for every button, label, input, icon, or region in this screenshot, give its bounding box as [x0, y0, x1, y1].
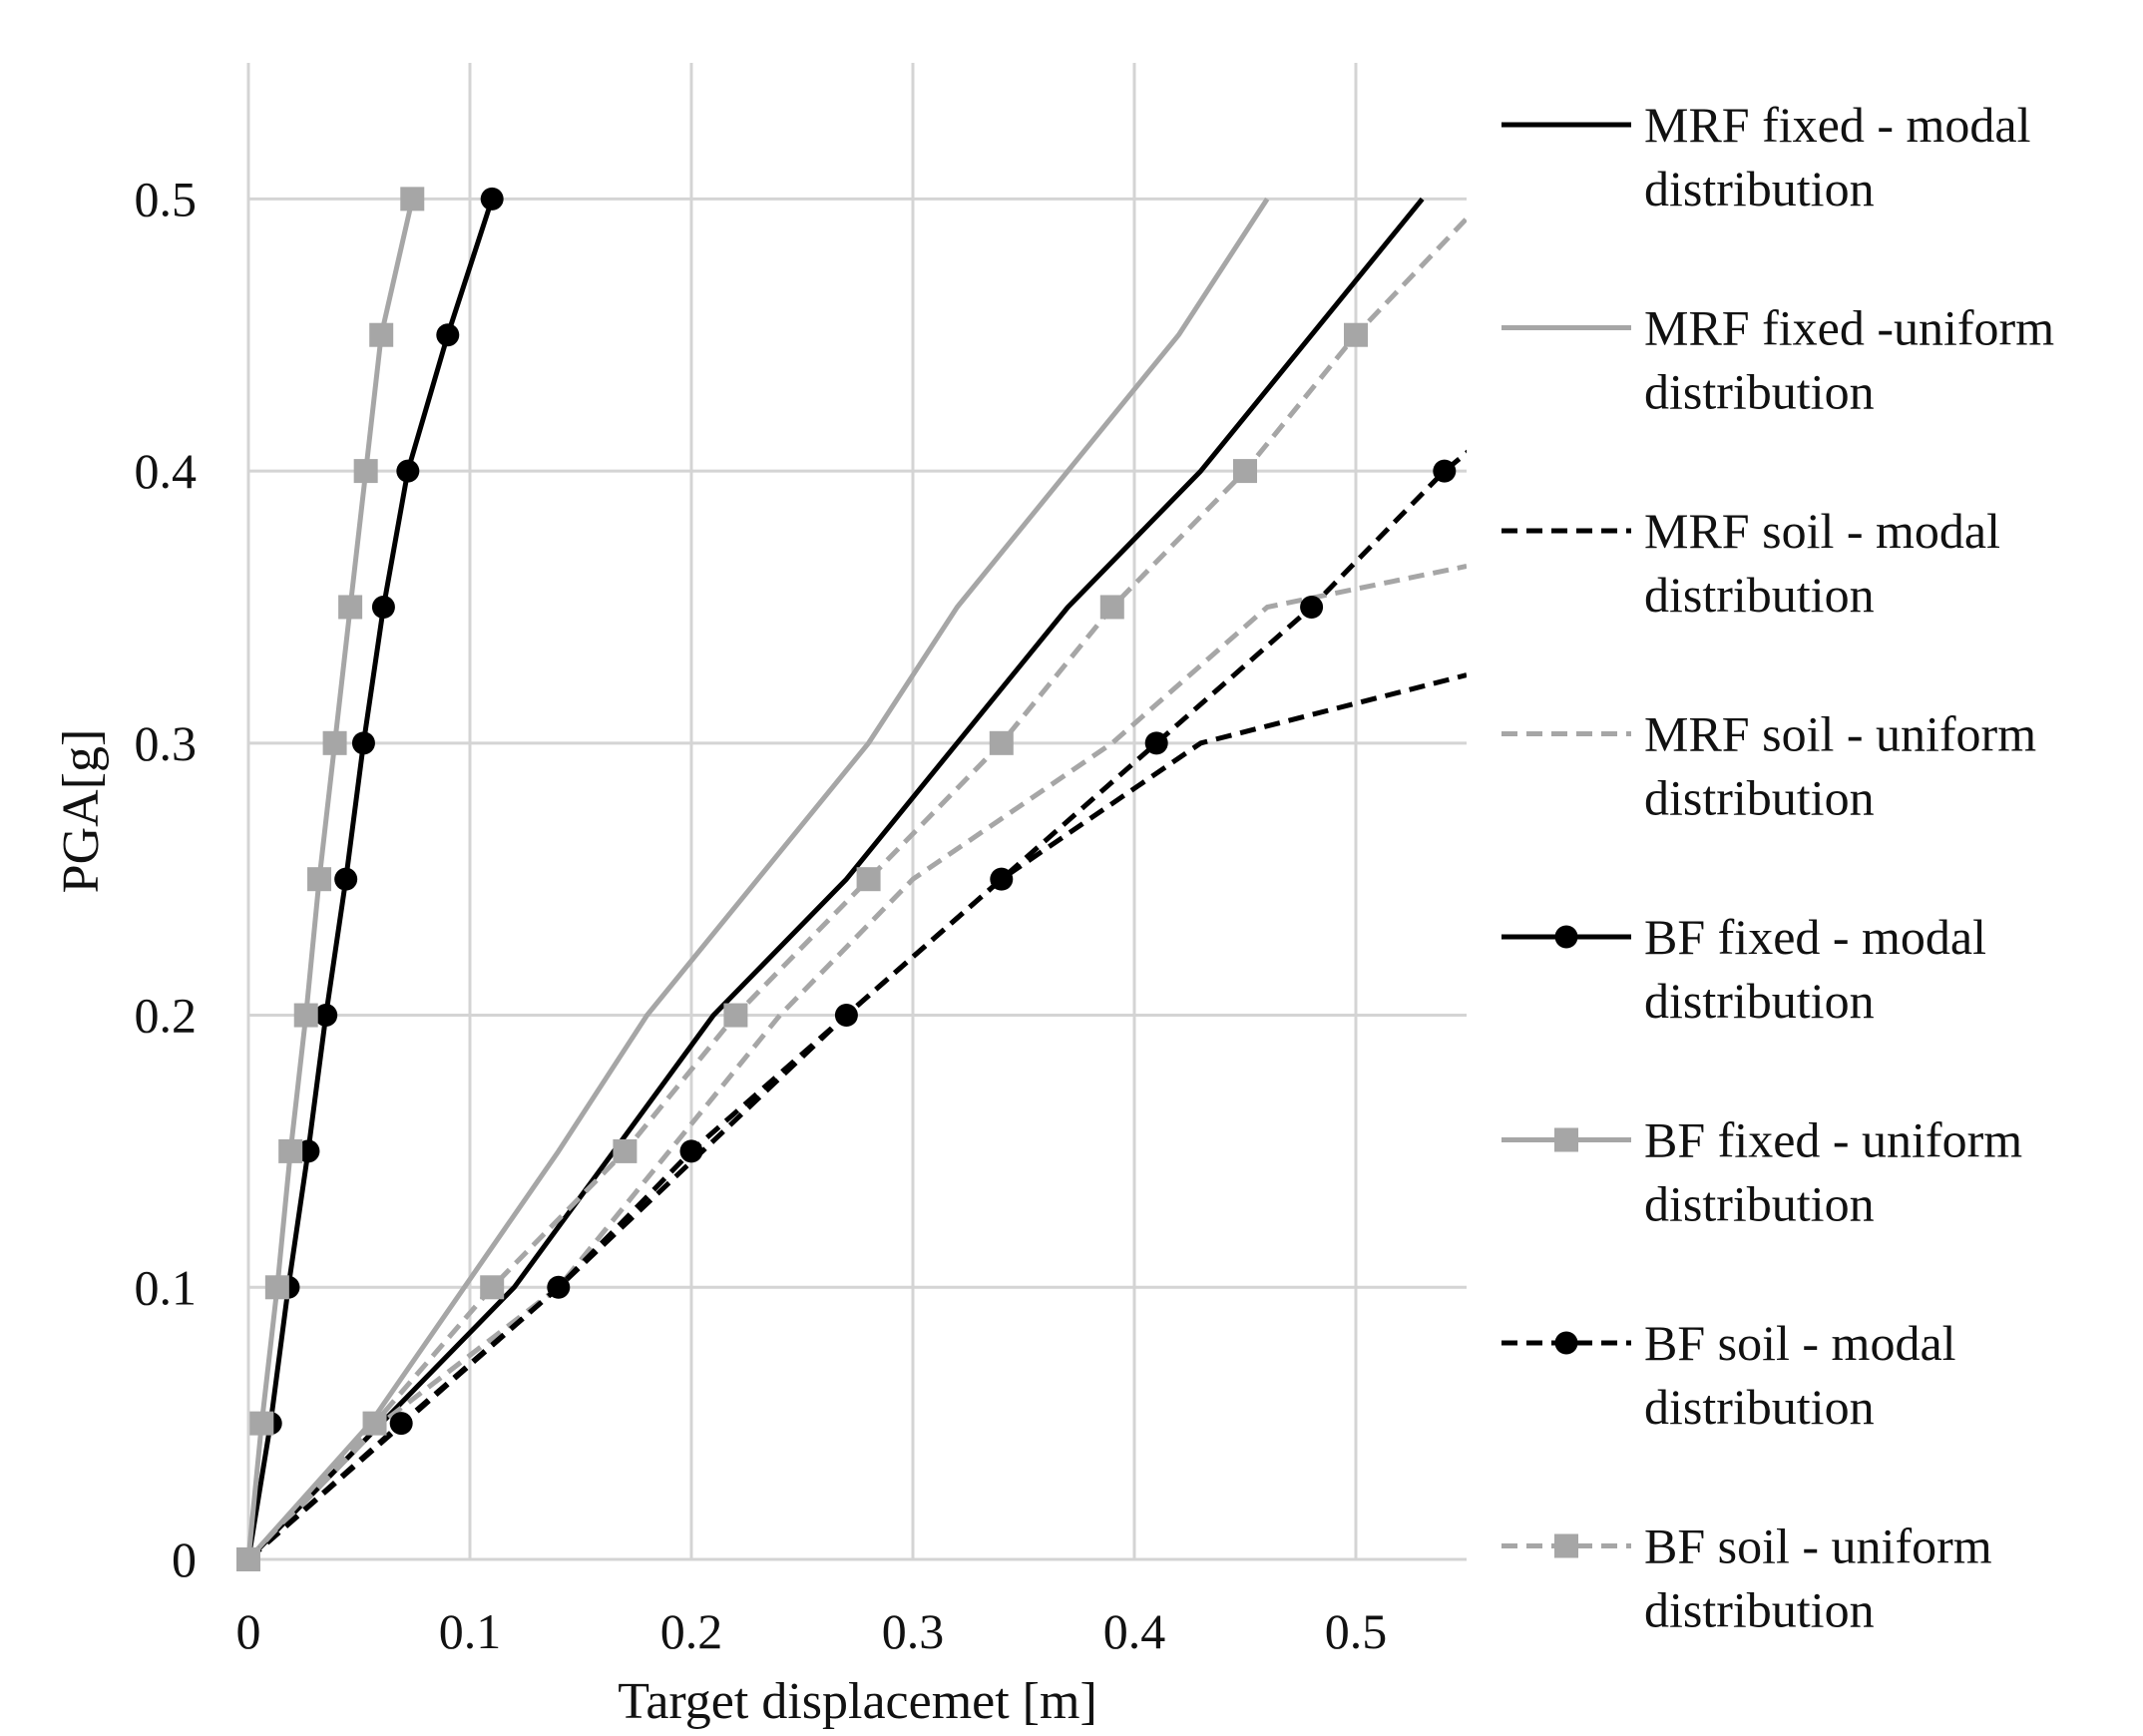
data-point: [314, 1004, 338, 1028]
x-tick-label: 0.4: [1103, 1603, 1166, 1659]
data-point: [353, 459, 378, 484]
legend-label: distribution: [1644, 1582, 1875, 1638]
legend-item: BF soil - uniform distribution: [1501, 1519, 1992, 1638]
data-point: [307, 867, 332, 892]
legend-item: MRF soil - uniform distribution: [1501, 706, 2036, 826]
y-tick-label: 0.3: [135, 715, 198, 771]
series-3: [246, 672, 1467, 1561]
legend-item: BF fixed - uniform distribution: [1501, 1112, 2022, 1232]
data-point: [856, 867, 881, 892]
x-tick-label: 0.5: [1325, 1603, 1388, 1659]
data-point: [396, 459, 420, 483]
data-point: [236, 1547, 260, 1571]
series-line: [246, 215, 1467, 1561]
series-line: [246, 197, 1425, 1561]
legend-item: MRF fixed -uniform distribution: [1501, 300, 2054, 420]
data-point: [1554, 1533, 1578, 1558]
data-point: [1554, 925, 1578, 949]
x-tick-label: 0.1: [439, 1603, 502, 1659]
data-point: [389, 1412, 413, 1436]
legend-label: distribution: [1644, 1176, 1875, 1232]
data-point: [400, 187, 425, 212]
data-point: [1433, 459, 1457, 483]
data-point: [989, 730, 1014, 755]
series-5: [236, 187, 504, 1571]
data-point: [362, 1411, 387, 1436]
y-tick-label: 0: [172, 1531, 197, 1587]
data-point: [296, 1139, 320, 1163]
legend-label: MRF soil - uniform: [1644, 706, 2036, 762]
legend-label: MRF fixed -uniform: [1644, 300, 2054, 356]
legend-label: BF fixed - uniform: [1644, 1112, 2022, 1168]
data-point: [834, 1004, 858, 1028]
x-axis-title: Target displacemet [m]: [618, 1673, 1097, 1730]
data-point: [547, 1275, 571, 1299]
legend-item: BF fixed - modal distribution: [1501, 909, 1986, 1029]
legend-label: BF soil - modal: [1644, 1315, 1956, 1371]
data-point: [338, 595, 363, 620]
series-line: [246, 672, 1467, 1561]
data-point: [436, 323, 460, 347]
data-point: [679, 1139, 703, 1163]
data-point: [723, 1003, 748, 1028]
legend-item: MRF fixed - modal distribution: [1501, 97, 2030, 217]
y-tick-label: 0.1: [135, 1259, 198, 1315]
data-point: [1144, 731, 1168, 755]
y-tick-label: 0.5: [135, 171, 198, 226]
x-tick-label: 0.2: [660, 1603, 723, 1659]
legend-label: MRF fixed - modal: [1644, 97, 2030, 153]
y-tick-label: 0.4: [135, 443, 198, 499]
data-point: [1233, 459, 1257, 484]
series-line: [246, 449, 1467, 1561]
data-point: [990, 867, 1014, 891]
legend-label: distribution: [1644, 973, 1875, 1029]
legend-label: BF fixed - modal: [1644, 909, 1986, 965]
legend-label: distribution: [1644, 161, 1875, 217]
data-point: [1554, 1127, 1578, 1152]
legend-item: BF soil - modal distribution: [1501, 1315, 1956, 1435]
data-point: [369, 322, 394, 347]
legend-label: distribution: [1644, 364, 1875, 420]
data-point: [322, 730, 347, 755]
plot-area: [236, 187, 1467, 1571]
data-point: [480, 187, 504, 211]
data-point: [480, 1275, 505, 1300]
series-6: [236, 187, 425, 1571]
series-line: [245, 198, 495, 1560]
data-point: [1300, 595, 1324, 619]
data-point: [249, 1411, 274, 1436]
tick-labels: 0 0.1 0.2 0.3 0.4 0.5 0 0.1 0.2 0.3 0.4 0.5: [135, 171, 1388, 1659]
data-point: [334, 867, 358, 891]
data-point: [1554, 1331, 1578, 1355]
legend-label: distribution: [1644, 770, 1875, 826]
legend-label: MRF soil - modal: [1644, 503, 2000, 559]
legend-item: MRF soil - modal distribution: [1501, 503, 2000, 623]
legend-label: distribution: [1644, 567, 1875, 623]
series-2: [246, 198, 1270, 1561]
series-4: [246, 564, 1467, 1561]
series-8: [236, 215, 1467, 1571]
data-point: [278, 1138, 303, 1163]
y-tick-label: 0.2: [135, 988, 198, 1044]
series-7: [236, 449, 1467, 1571]
legend-label: distribution: [1644, 1379, 1875, 1435]
data-point: [613, 1138, 638, 1163]
data-point: [371, 595, 395, 619]
series-line: [246, 564, 1467, 1561]
data-point: [293, 1003, 318, 1028]
y-axis-title: PGA[g]: [53, 729, 110, 894]
data-point: [351, 731, 375, 755]
data-point: [1099, 595, 1124, 620]
x-tick-label: 0: [236, 1603, 261, 1659]
data-point: [1344, 322, 1368, 347]
series-line: [246, 198, 1270, 1561]
series-1: [246, 197, 1425, 1561]
data-point: [264, 1275, 289, 1300]
legend-label: BF soil - uniform: [1644, 1519, 1992, 1574]
x-tick-label: 0.3: [882, 1603, 945, 1659]
